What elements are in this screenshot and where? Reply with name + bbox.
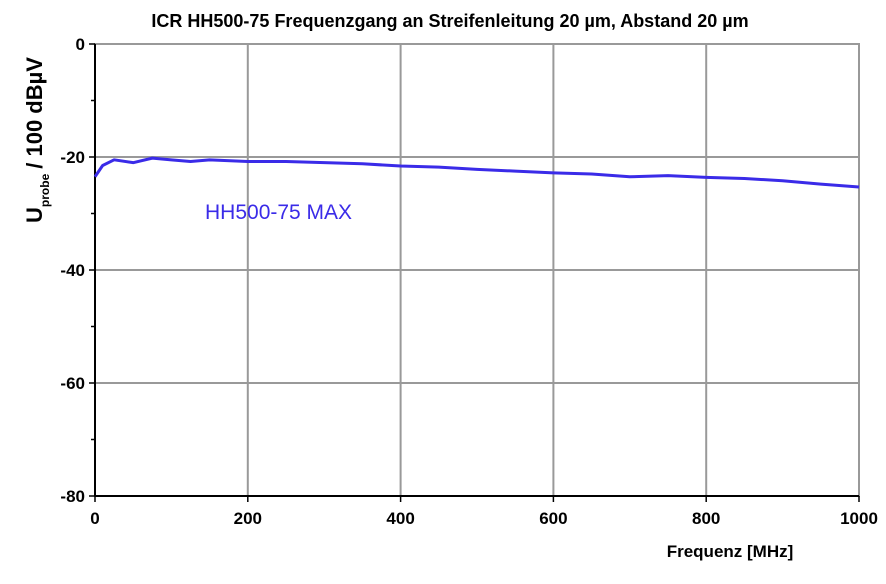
y-tick-label: -20: [60, 148, 85, 167]
y-label-sub: probe: [38, 173, 52, 207]
y-tick-label: 0: [76, 35, 85, 54]
y-tick-label: -60: [60, 374, 85, 393]
x-tick-label: 0: [90, 509, 99, 528]
y-tick-label: -80: [60, 487, 85, 506]
x-axis-label: Frequenz [MHz]: [667, 542, 794, 561]
data-line: [93, 156, 860, 189]
y-axis-label: Uprobe / 100 dBµV: [22, 57, 52, 223]
x-tick-label: 1000: [840, 509, 878, 528]
y-label-rest: / 100 dBµV: [22, 57, 47, 169]
x-tick-label: 400: [386, 509, 414, 528]
chart-title: ICR HH500-75 Frequenzgang an Streifenlei…: [151, 11, 748, 31]
y-tick-label: -40: [60, 261, 85, 280]
x-tick-label: 800: [692, 509, 720, 528]
x-tick-label: 600: [539, 509, 567, 528]
series-label: HH500-75 MAX: [205, 201, 352, 224]
x-tick-label: 200: [234, 509, 262, 528]
y-label-main: U: [22, 207, 47, 223]
